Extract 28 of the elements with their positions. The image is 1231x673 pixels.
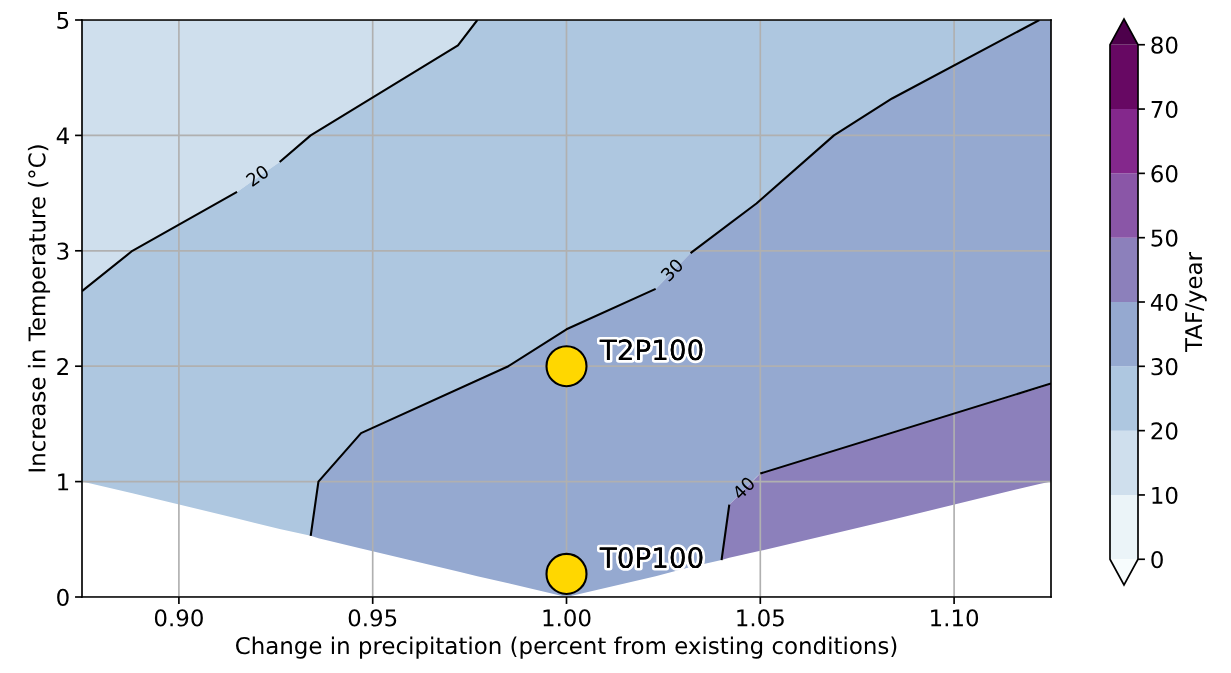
y-tick-label: 2 [57,357,68,375]
y-tick-label: 0 [57,588,69,607]
x-axis-title: Change in precipitation (percent from existing conditions) [236,636,897,659]
x-tick-label: 1.05 [737,609,784,627]
y-tick-label: 4 [56,127,69,145]
annotation: 20 [245,164,270,188]
x-tick-label: 0.95 [348,609,397,627]
y-tick-label: 5 [57,12,69,30]
color-bar-label: 0 [1151,550,1163,569]
annotation: T2P100 [599,339,703,361]
color-bar-label: 60 [1151,165,1178,183]
color-bar-label: 40 [1150,293,1178,312]
color-bar-title: TAF/year [1185,252,1207,353]
annotation: 30 [660,257,685,282]
color-bar-label: 30 [1151,358,1178,376]
color-bar-label: 20 [1151,422,1178,440]
annotation: T0P100 [599,547,703,569]
color-bar-label: 80 [1151,36,1178,54]
x-tick-label: 0.90 [154,609,203,627]
y-tick-label: 1 [58,473,69,491]
x-tick-label: 1.10 [931,609,979,627]
y-tick-label: 3 [57,242,69,260]
color-bar-label: 70 [1151,100,1178,119]
y-axis-title: Increase in Temperature (°C) [27,145,51,472]
annotation: 40 [731,475,756,501]
color-bar-label: 50 [1151,229,1178,247]
color-bar-label: 10 [1152,486,1178,504]
x-tick-label: 1.00 [543,609,591,627]
